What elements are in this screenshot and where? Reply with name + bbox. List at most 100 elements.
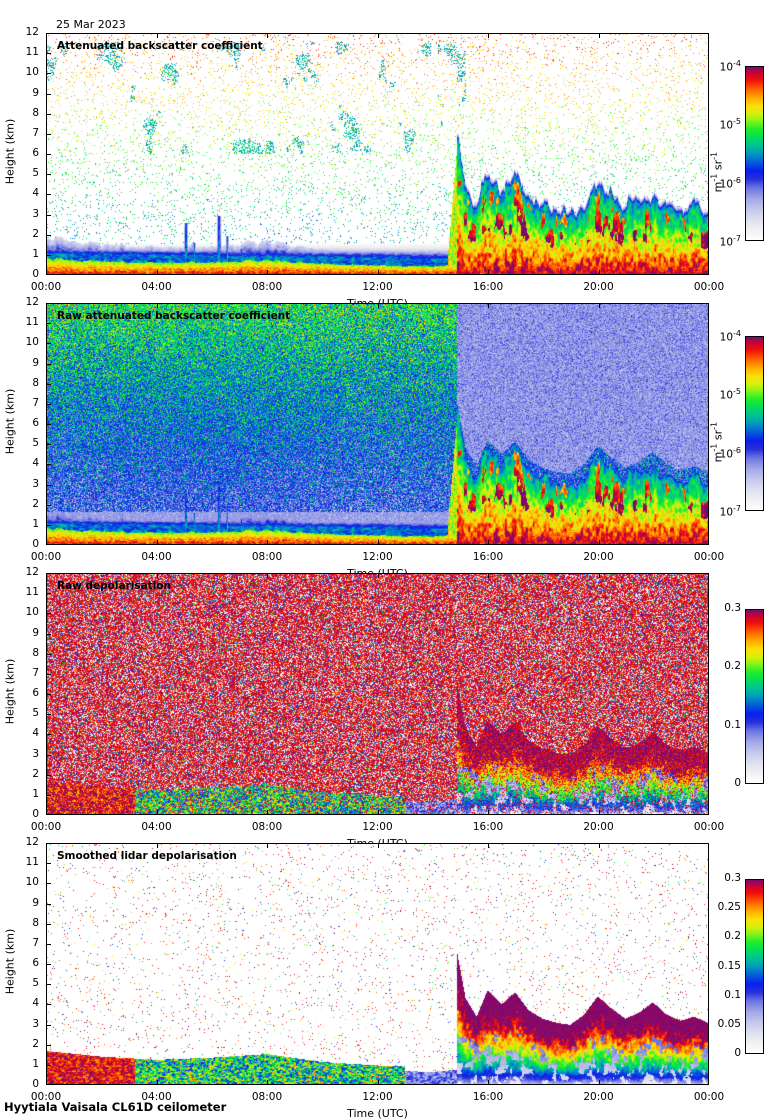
x-tick-label: 12:00 (362, 281, 393, 293)
y-tick-mark (46, 923, 51, 925)
x-tick-label: 16:00 (472, 551, 504, 563)
y-tick-mark (46, 573, 51, 574)
y-tick-mark (46, 133, 51, 135)
y-tick-mark (46, 113, 51, 115)
y-tick-mark (46, 444, 51, 446)
colorbar-tick-label: 0 (734, 777, 741, 789)
panel-smoothed-lidar-depolarisation: Smoothed lidar depolarisation 0 1 2 3 4 5 6 7 8 9 1… (0, 836, 780, 1120)
y-tick-label: 3 (32, 747, 39, 760)
y-tick-label: 10 (25, 336, 39, 349)
x-tick-mark (267, 810, 268, 815)
x-axis-label: Time (UTC) (347, 1107, 408, 1120)
y-tick-mark (46, 214, 51, 216)
y-tick-mark (46, 774, 51, 776)
y-tick-label: 0 (32, 808, 39, 820)
colorbar-tick-label: 0 (734, 1047, 741, 1059)
y-tick-mark (46, 673, 51, 675)
x-tick-mark (377, 270, 379, 275)
y-tick-mark (46, 53, 51, 55)
y-tick-label: 3 (32, 207, 39, 220)
colorbar-tick-label: 0.2 (724, 660, 741, 673)
y-tick-mark (46, 303, 51, 304)
x-tick-label: 12:00 (362, 1091, 393, 1103)
x-tick-mark (377, 540, 379, 545)
colorbar-tick-label: 0.1 (724, 718, 741, 731)
y-tick-mark (46, 984, 51, 986)
colorbar-gradient (746, 337, 763, 510)
y-tick-label: 7 (32, 666, 39, 679)
colorbar-gradient (746, 610, 763, 783)
x-tick-mark-top (598, 33, 600, 38)
colorbar-gradient (746, 880, 763, 1053)
x-tick-label: 00:00 (30, 1091, 62, 1103)
colorbar-tick-label: 0.3 (724, 602, 741, 614)
x-tick-mark (156, 810, 158, 815)
x-tick-label: 04:00 (141, 551, 172, 563)
panel-raw-depolarisation: Raw depolarisation 0 1 2 3 4 5 6 7 8 9 10 11 12 00:00 0… (0, 566, 780, 875)
x-tick-mark-top (598, 573, 600, 578)
y-tick-label: 6 (32, 957, 39, 969)
x-tick-label: 00:00 (30, 281, 62, 293)
y-tick-mark (46, 194, 51, 196)
y-tick-mark (46, 274, 51, 275)
x-tick-label: 00:00 (693, 281, 725, 293)
colorbar-tick-label: 10-7 (719, 234, 741, 249)
y-tick-mark (46, 1004, 51, 1006)
y-tick-mark (46, 1064, 51, 1066)
heatmap-canvas-smoothed-lidar-depolarisation (47, 844, 708, 1084)
y-tick-label: 7 (32, 396, 39, 409)
y-tick-mark (46, 1024, 51, 1026)
x-tick-label: 08:00 (251, 281, 283, 293)
y-tick-mark (46, 254, 51, 256)
y-tick-label: 8 (32, 646, 39, 659)
y-tick-label: 12 (25, 836, 39, 848)
y-tick-mark (46, 633, 51, 635)
y-tick-mark (46, 1084, 51, 1085)
instrument-footer: Hyytiala Vaisala CL61D ceilometer (4, 1100, 227, 1114)
y-tick-label: 11 (25, 316, 39, 329)
x-tick-label: 00:00 (30, 821, 62, 833)
y-tick-mark (46, 343, 51, 345)
plot-area-raw-depolarisation (46, 573, 709, 815)
y-axis-label: Height (km) (3, 658, 17, 725)
x-tick-mark (156, 270, 158, 275)
x-tick-label: 20:00 (583, 551, 614, 563)
x-tick-mark (488, 1080, 489, 1085)
date-stamp: 25 Mar 2023 (56, 18, 126, 31)
y-tick-mark (46, 174, 51, 176)
x-tick-label: 08:00 (251, 1091, 283, 1103)
x-tick-mark (156, 540, 158, 545)
y-tick-mark (46, 1044, 51, 1046)
x-tick-label: 16:00 (472, 1091, 504, 1103)
colorbar-tick-label: 0.05 (717, 1017, 741, 1030)
y-tick-label: 1 (32, 787, 39, 800)
colorbar-unit-label: m-1 sr-1 (709, 421, 725, 462)
x-tick-label: 20:00 (583, 281, 614, 293)
y-tick-mark (46, 93, 51, 95)
colorbar-tick-label: 0.3 (724, 872, 741, 884)
x-tick-mark-top (488, 303, 489, 308)
y-tick-mark (46, 363, 51, 365)
y-tick-mark (46, 653, 51, 655)
y-tick-label: 9 (32, 896, 39, 909)
y-tick-label: 9 (32, 86, 39, 99)
y-tick-label: 11 (25, 586, 39, 599)
x-tick-mark (598, 540, 600, 545)
colorbar-tick-label: 0.25 (717, 901, 741, 914)
y-tick-label: 4 (32, 457, 39, 470)
colorbar-tick-label: 0.2 (724, 930, 741, 943)
plot-area-attenuated-backscatter (46, 33, 709, 275)
y-tick-label: 4 (32, 187, 39, 200)
x-tick-label: 00:00 (30, 551, 62, 563)
y-tick-mark (46, 484, 51, 486)
colorbar-raw-attenuated-backscatter (745, 336, 764, 511)
plot-area-smoothed-lidar-depolarisation (46, 843, 709, 1085)
y-tick-mark (46, 794, 51, 796)
x-tick-mark-top (598, 843, 600, 848)
y-axis-label: Height (km) (3, 928, 17, 995)
colorbar-tick-label: 10-6 (719, 175, 741, 191)
x-tick-label: 00:00 (693, 1091, 725, 1103)
y-tick-label: 2 (32, 497, 39, 510)
x-tick-mark-top (377, 33, 379, 38)
colorbar-smoothed-lidar-depolarisation (745, 879, 764, 1054)
